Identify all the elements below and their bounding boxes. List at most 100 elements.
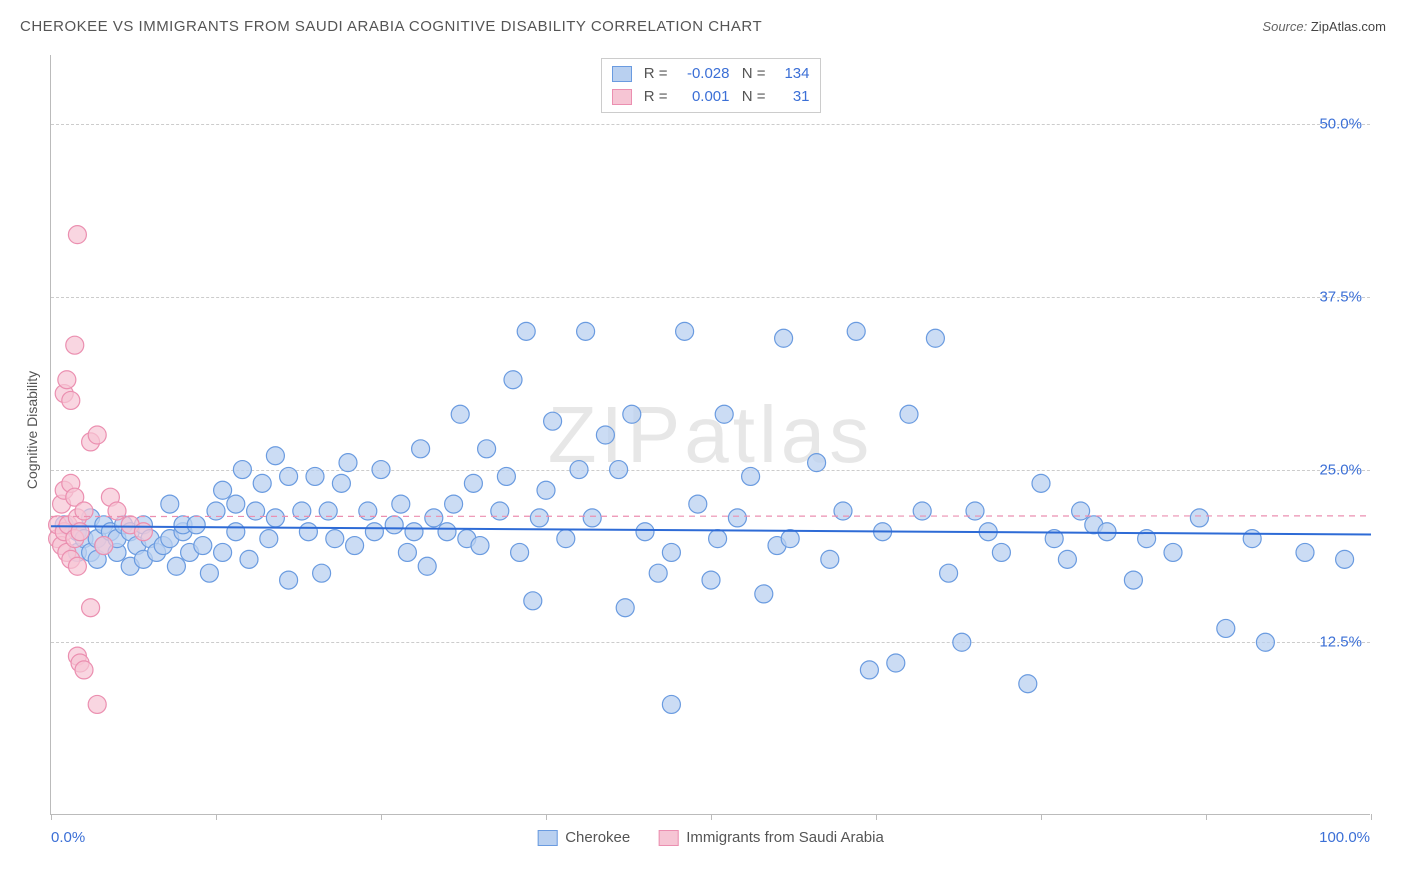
- data-point: [511, 543, 529, 561]
- data-point: [887, 654, 905, 672]
- regression-line: [51, 516, 1371, 517]
- stats-row: R = -0.028 N = 134: [612, 63, 810, 86]
- data-point: [742, 467, 760, 485]
- x-axis-min-label: 0.0%: [51, 829, 85, 846]
- data-point: [524, 592, 542, 610]
- data-point: [167, 557, 185, 575]
- data-point: [280, 467, 298, 485]
- data-point: [728, 509, 746, 527]
- data-point: [1032, 474, 1050, 492]
- data-point: [332, 474, 350, 492]
- stat-r-label: R =: [640, 63, 668, 86]
- data-point: [676, 322, 694, 340]
- data-point: [451, 405, 469, 423]
- data-point: [1019, 675, 1037, 693]
- data-point: [596, 426, 614, 444]
- data-point: [266, 509, 284, 527]
- data-point: [418, 557, 436, 575]
- data-point: [1058, 550, 1076, 568]
- data-point: [68, 557, 86, 575]
- data-point: [530, 509, 548, 527]
- data-point: [134, 523, 152, 541]
- data-point: [544, 412, 562, 430]
- legend-item: Cherokee: [537, 829, 630, 846]
- data-point: [497, 467, 515, 485]
- data-point: [346, 537, 364, 555]
- scatter-plot: ZIPatlas 12.5%25.0%37.5%50.0% 0.0% 100.0…: [50, 55, 1370, 815]
- data-point: [62, 391, 80, 409]
- data-point: [616, 599, 634, 617]
- data-point: [702, 571, 720, 589]
- data-point: [372, 461, 390, 479]
- data-point: [636, 523, 654, 541]
- data-point: [775, 329, 793, 347]
- data-point: [623, 405, 641, 423]
- data-point: [537, 481, 555, 499]
- data-point: [709, 530, 727, 548]
- data-point: [913, 502, 931, 520]
- data-point: [75, 661, 93, 679]
- data-point: [1217, 619, 1235, 637]
- data-point: [1072, 502, 1090, 520]
- data-point: [412, 440, 430, 458]
- stat-n-label: N =: [738, 63, 766, 86]
- data-point: [392, 495, 410, 513]
- legend-item: Immigrants from Saudi Arabia: [658, 829, 884, 846]
- stat-r-label: R =: [640, 86, 668, 109]
- y-axis-title: Cognitive Disability: [24, 371, 40, 489]
- data-point: [491, 502, 509, 520]
- data-point: [966, 502, 984, 520]
- data-point: [359, 502, 377, 520]
- data-point: [464, 474, 482, 492]
- data-point: [187, 516, 205, 534]
- data-point: [821, 550, 839, 568]
- data-point: [940, 564, 958, 582]
- source-attribution: Source: ZipAtlas.com: [1262, 19, 1386, 34]
- legend-label: Cherokee: [565, 829, 630, 846]
- data-point: [227, 495, 245, 513]
- data-point: [425, 509, 443, 527]
- data-point: [88, 695, 106, 713]
- data-point: [108, 502, 126, 520]
- data-point: [405, 523, 423, 541]
- data-point: [280, 571, 298, 589]
- stat-n-value: 134: [774, 63, 810, 86]
- data-point: [755, 585, 773, 603]
- data-point: [900, 405, 918, 423]
- data-point: [313, 564, 331, 582]
- data-point: [68, 226, 86, 244]
- data-point: [95, 537, 113, 555]
- data-point: [1164, 543, 1182, 561]
- stat-n-value: 31: [774, 86, 810, 109]
- data-point: [1336, 550, 1354, 568]
- data-point: [808, 454, 826, 472]
- data-point: [293, 502, 311, 520]
- title-bar: CHEROKEE VS IMMIGRANTS FROM SAUDI ARABIA…: [20, 18, 1386, 35]
- data-point: [471, 537, 489, 555]
- data-point: [385, 516, 403, 534]
- data-point: [75, 502, 93, 520]
- data-point: [1256, 633, 1274, 651]
- data-point: [1243, 530, 1261, 548]
- data-point: [662, 695, 680, 713]
- data-point: [398, 543, 416, 561]
- data-point: [860, 661, 878, 679]
- plot-svg: [51, 55, 1371, 815]
- chart-title: CHEROKEE VS IMMIGRANTS FROM SAUDI ARABIA…: [20, 18, 762, 35]
- data-point: [953, 633, 971, 651]
- data-point: [834, 502, 852, 520]
- data-point: [319, 502, 337, 520]
- data-point: [88, 426, 106, 444]
- data-point: [781, 530, 799, 548]
- stat-r-value: 0.001: [676, 86, 730, 109]
- data-point: [689, 495, 707, 513]
- data-point: [260, 530, 278, 548]
- data-point: [233, 461, 251, 479]
- stat-r-value: -0.028: [676, 63, 730, 86]
- data-point: [1190, 509, 1208, 527]
- data-point: [504, 371, 522, 389]
- data-point: [214, 543, 232, 561]
- data-point: [299, 523, 317, 541]
- data-point: [194, 537, 212, 555]
- legend-label: Immigrants from Saudi Arabia: [686, 829, 884, 846]
